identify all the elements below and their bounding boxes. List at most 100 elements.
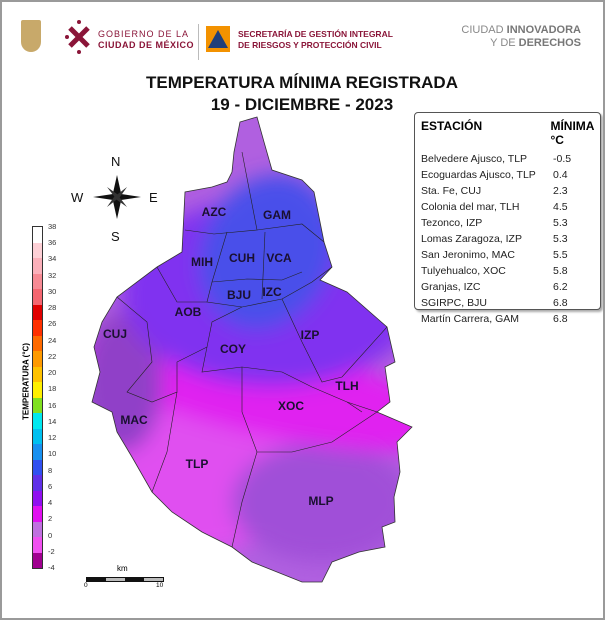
- borough-label: CUH: [229, 251, 255, 265]
- sgirpc-text: SECRETARÍA DE GESTIÓN INTEGRAL DE RIESGOS…: [238, 29, 393, 51]
- colorbar-tick: 8: [48, 465, 53, 475]
- table-row: Tulyehualco, XOC 5.8: [415, 263, 600, 279]
- table-row: Lomas Zaragoza, IZP 5.3: [415, 231, 600, 247]
- title-line1: TEMPERATURA MÍNIMA REGISTRADA: [146, 73, 458, 92]
- colorbar-title: TEMPERATURA (°C): [21, 343, 31, 420]
- compass-north: N: [111, 154, 121, 169]
- colorbar-bin: [33, 351, 42, 367]
- colorbar-bin: [33, 444, 42, 460]
- colorbar-tick: 16: [48, 400, 57, 410]
- station-value: 2.3: [553, 185, 568, 197]
- station-value: 5.5: [553, 249, 568, 261]
- borough-label: TLP: [186, 457, 209, 471]
- colorbar-tick: 12: [48, 433, 57, 443]
- colorbar-tick: 20: [48, 368, 57, 378]
- colorbar-bin: [33, 459, 42, 475]
- colorbar-tick: 36: [48, 238, 57, 248]
- slogan: CIUDAD INNOVADORA Y DE DERECHOS: [461, 24, 581, 50]
- colorbar-bin: [33, 273, 42, 289]
- colorbar-tick: 34: [48, 254, 57, 264]
- colorbar-tick: 2: [48, 514, 53, 524]
- table-header: ESTACIÓN MÍNIMA °C: [415, 113, 600, 151]
- station-value: 6.8: [553, 297, 568, 309]
- colorbar-bin: [33, 382, 42, 398]
- table-row: SGIRPC, BJU 6.8: [415, 295, 600, 311]
- borough-label: XOC: [278, 399, 304, 413]
- borough-label: MAC: [120, 413, 148, 427]
- colorbar-tick: 32: [48, 270, 57, 280]
- colorbar-tick: 30: [48, 286, 57, 296]
- colorbar-tick: -2: [48, 546, 55, 556]
- scale-unit: km: [117, 564, 128, 573]
- colorbar-tick: 38: [48, 222, 57, 231]
- sgirpc-line1: SECRETARÍA DE GESTIÓN INTEGRAL: [238, 29, 393, 39]
- cdmx-gov-logo-icon: [64, 20, 94, 54]
- colorbar-bin: [33, 521, 42, 537]
- borough-label: IZC: [262, 285, 282, 299]
- scale-bar: [86, 577, 164, 582]
- colorbar-bin: [33, 335, 42, 351]
- col-station: ESTACIÓN: [421, 119, 483, 133]
- borough-borders: [116, 151, 388, 548]
- colorbar-tick: 26: [48, 319, 57, 329]
- colorbar-bin: [33, 320, 42, 336]
- col-min: MÍNIMA °C: [550, 119, 594, 147]
- table-row: Sta. Fe, CUJ 2.3: [415, 183, 600, 199]
- colorbar-tick: 24: [48, 335, 57, 345]
- table-row: Colonia del mar, TLH 4.5: [415, 199, 600, 215]
- station-value: -0.5: [553, 153, 572, 165]
- temperature-surface: [92, 117, 412, 582]
- colorbar-bin: [33, 289, 42, 305]
- gov-text: GOBIERNO DE LA CIUDAD DE MÉXICO: [98, 29, 194, 51]
- station-name: San Jeronimo, MAC: [421, 249, 515, 261]
- borough-label: MIH: [191, 255, 213, 269]
- gov-line2: CIUDAD DE MÉXICO: [98, 40, 195, 50]
- colorbar-tick: 14: [48, 416, 57, 426]
- slogan-b: INNOVADORA: [506, 24, 581, 36]
- stations-table: ESTACIÓN MÍNIMA °C Belvedere Ajusco, TLP -…: [414, 112, 601, 325]
- colorbar-bin: [33, 413, 42, 429]
- colorbar-tick: 6: [48, 481, 53, 491]
- station-value: 5.3: [553, 217, 568, 229]
- colorbar-tick: 4: [48, 498, 53, 508]
- colorbar-bin: [33, 366, 42, 382]
- borough-label: CUJ: [103, 327, 127, 341]
- colorbar-bin: [33, 537, 42, 553]
- colorbar-bin: [33, 397, 42, 413]
- scale-max: 10: [156, 582, 164, 589]
- station-value: 5.3: [553, 233, 568, 245]
- colorbar-tick: -4: [48, 563, 55, 572]
- colorbar-bin: [33, 552, 42, 568]
- cdmx-shield-logo: [21, 20, 41, 52]
- colorbar-tick: 22: [48, 351, 57, 361]
- colorbar-bin: [33, 242, 42, 258]
- table-row: San Jeronimo, MAC 5.5: [415, 247, 600, 263]
- borough-label: TLH: [335, 379, 358, 393]
- table-row: Tezonco, IZP 5.3: [415, 215, 600, 231]
- borough-label: COY: [220, 342, 246, 356]
- compass-rose-icon: [93, 175, 141, 219]
- station-value: 0.4: [553, 169, 568, 181]
- colorbar-bin: [33, 258, 42, 274]
- borough-label: BJU: [227, 288, 251, 302]
- table-row: Belvedere Ajusco, TLP -0.5: [415, 151, 600, 167]
- station-value: 6.8: [553, 313, 568, 325]
- station-name: Colonia del mar, TLH: [421, 201, 520, 213]
- borough-label: VCA: [266, 251, 292, 265]
- table-row: Granjas, IZC 6.2: [415, 279, 600, 295]
- station-value: 5.8: [553, 265, 568, 277]
- slogan-d: DERECHOS: [518, 37, 581, 49]
- colorbar-bin: [33, 227, 42, 243]
- compass-west: W: [71, 190, 84, 205]
- compass-east: E: [149, 190, 158, 205]
- colorbar-bin: [33, 428, 42, 444]
- station-name: Lomas Zaragoza, IZP: [421, 233, 522, 245]
- station-name: Sta. Fe, CUJ: [421, 185, 482, 197]
- page-title: TEMPERATURA MÍNIMA REGISTRADA 19 - DICIEM…: [2, 72, 602, 116]
- station-name: Ecoguardas Ajusco, TLP: [421, 169, 536, 181]
- table-row: Ecoguardas Ajusco, TLP 0.4: [415, 167, 600, 183]
- table-row: Martín Carrera, GAM 6.8: [415, 311, 600, 327]
- station-name: Granjas, IZC: [421, 281, 481, 293]
